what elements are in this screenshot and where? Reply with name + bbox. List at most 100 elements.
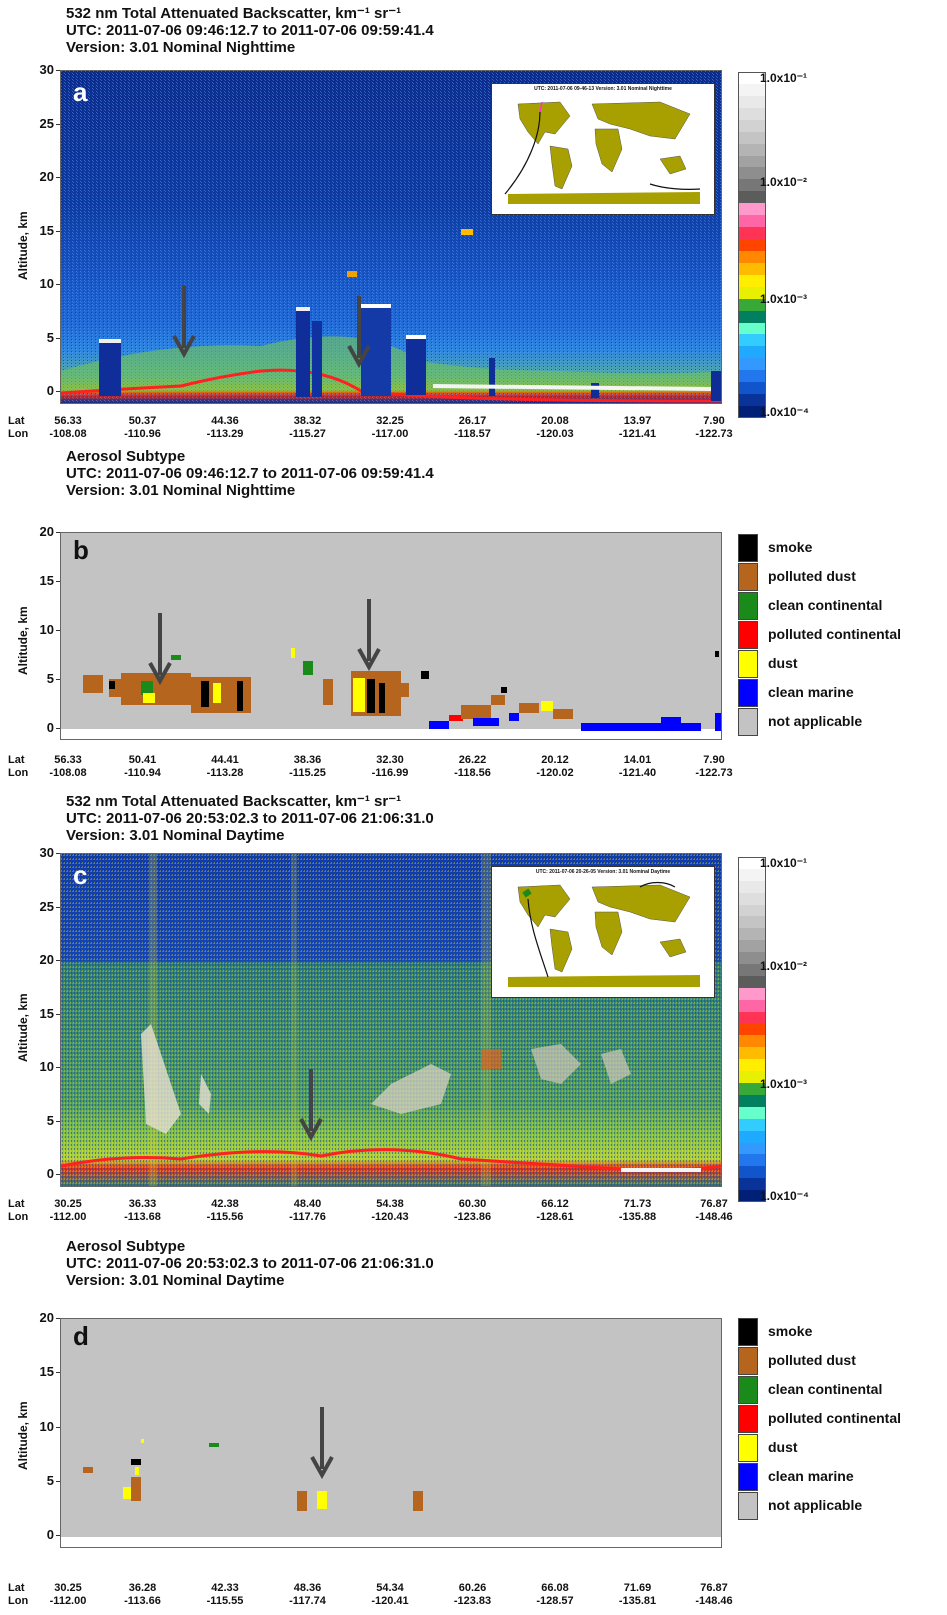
- colorbar-swatch: [738, 346, 766, 359]
- panel-d-lon-header: Lon: [8, 1595, 29, 1607]
- panel-b-ytick-mark: [56, 581, 60, 583]
- colorbar-swatch: [738, 1154, 766, 1167]
- panel-d-ytick-mark: [56, 1480, 60, 1482]
- panel-c-lon-label: -115.56: [206, 1211, 244, 1223]
- legend-swatch-polluted-dust: [738, 563, 758, 591]
- panel-b-lon-label: -121.40: [618, 767, 657, 779]
- panel-b-arrow-1: [148, 613, 172, 685]
- colorbar-swatch: [738, 262, 766, 276]
- panel-c-lon-label: -128.61: [536, 1211, 574, 1223]
- panel-a-lon-label: -120.03: [536, 428, 574, 440]
- panel-a-ytick: 10: [39, 276, 54, 292]
- panel-a-ytick-mark: [56, 337, 60, 339]
- panel-c-plot: c UTC: 2011-07-06 20-26-05 Version: 3.01…: [60, 853, 722, 1187]
- panel-d-title-line-2: UTC: 2011-07-06 20:53:02.3 to 2011-07-06…: [66, 1255, 434, 1272]
- panel-b-lat-label: 50.41: [128, 754, 157, 766]
- legend-swatch-clean-continental: [738, 592, 758, 620]
- panel-c-ytick: 15: [39, 1005, 54, 1021]
- panel-b-plot: b: [60, 532, 722, 740]
- panel-b-lon-label: -108.08: [49, 767, 87, 779]
- panel-c-title-line-3: Version: 3.01 Nominal Daytime: [66, 827, 285, 844]
- panel-c-inset-title: UTC: 2011-07-06 20-26-05 Version: 3.01 N…: [535, 869, 671, 875]
- panel-a-lat-label: 50.37: [128, 415, 157, 427]
- panel-d-lon-label: -120.41: [371, 1595, 409, 1607]
- panel-c-title-line-2: UTC: 2011-07-06 20:53:02.3 to 2011-07-06…: [66, 810, 434, 827]
- colorbar-swatch: [738, 952, 766, 965]
- panel-d-lon-label: -128.57: [536, 1595, 574, 1607]
- colorbar-swatch: [738, 928, 766, 941]
- panel-a-lon-label: -118.57: [454, 428, 491, 440]
- panel-b-lon-label: -120.02: [536, 767, 574, 779]
- panel-a-ytick-mark: [56, 123, 60, 125]
- panel-d-title: Aerosol Subtype UTC: 2011-07-06 20:53:02…: [66, 1238, 434, 1289]
- panel-b-ytick-mark: [56, 532, 60, 533]
- panel-a-ytick: 5: [46, 329, 54, 345]
- legend-swatch-dust: [738, 1434, 758, 1462]
- panel-b-title-line-3: Version: 3.01 Nominal Nighttime: [66, 482, 296, 499]
- panel-b-lon-header: Lon: [8, 767, 29, 779]
- legend-swatch-dust: [738, 650, 758, 678]
- panel-a-world-map: [500, 94, 706, 206]
- colorbar-label: 1.0x10⁻¹: [760, 855, 808, 870]
- panel-d-lon-label: -123.83: [453, 1595, 492, 1607]
- panel-b-ytick-mark: [56, 630, 60, 632]
- colorbar-swatch: [738, 95, 766, 109]
- colorbar-swatch: [738, 179, 766, 192]
- panel-a-lat-label: 20.08: [541, 415, 569, 427]
- panel-a-arrow-1: [172, 286, 196, 358]
- panel-c-lon-label: -117.76: [289, 1211, 326, 1223]
- panel-d-lat-label: 48.36: [293, 1582, 322, 1594]
- panel-c-lon-label: -135.88: [618, 1211, 657, 1223]
- panel-a-arrow-2: [347, 296, 371, 368]
- colorbar-label: 1.0x10⁻³: [760, 1076, 808, 1091]
- panel-d-ylabel: Altitude, km: [16, 1401, 30, 1470]
- panel-c-ytick-mark: [56, 1013, 60, 1015]
- colorbar-swatch: [738, 1166, 766, 1179]
- colorbar-swatch: [738, 310, 766, 324]
- legend-label-clean-continental: clean continental: [768, 1381, 883, 1397]
- panel-b-lon-label: -118.56: [454, 767, 491, 779]
- panel-c-title-line-1: 532 nm Total Attenuated Backscatter, km⁻…: [66, 793, 402, 810]
- legend-label-not-applicable: not applicable: [768, 713, 863, 729]
- colorbar-swatch: [738, 155, 766, 168]
- panel-b-title-line-2: UTC: 2011-07-06 09:46:12.7 to 2011-07-06…: [66, 465, 434, 482]
- panel-c-world-map: [500, 877, 706, 989]
- colorbar-swatch: [738, 358, 766, 371]
- panel-a-lat-label: 38.32: [293, 415, 322, 427]
- colorbar-swatch: [738, 1094, 766, 1108]
- panel-c-arrow: [299, 1069, 323, 1141]
- panel-b-title: Aerosol Subtype UTC: 2011-07-06 09:46:12…: [66, 448, 434, 499]
- legend-swatch-polluted-continental: [738, 621, 758, 649]
- panel-d-ytick: 20: [39, 1310, 54, 1325]
- panel-a-ytick: 30: [39, 62, 54, 77]
- panel-c-ytick: 30: [39, 845, 54, 860]
- panel-b-lat-label: 56.33: [54, 754, 82, 766]
- legend-swatch-smoke: [738, 1318, 758, 1346]
- colorbar-swatch: [738, 857, 766, 870]
- panel-c-lon-label: -112.00: [49, 1211, 87, 1223]
- panel-b-letter: b: [73, 535, 89, 565]
- panel-d-lat-label: 54.34: [376, 1582, 404, 1594]
- panel-b-ytick-mark: [56, 679, 60, 681]
- panel-c-ytick: 25: [39, 898, 54, 914]
- colorbar-swatch: [738, 1130, 766, 1143]
- colorbar-label: 1.0x10⁻³: [760, 292, 808, 307]
- panel-a-lon-label: -110.96: [124, 428, 161, 440]
- panel-c-lat-header: Lat: [8, 1198, 25, 1210]
- panel-d-lat-label: 60.26: [458, 1582, 487, 1594]
- panel-d-lon-label: -112.00: [49, 1595, 87, 1607]
- panel-a-title-line-2: UTC: 2011-07-06 09:46:12.7 to 2011-07-06…: [66, 22, 434, 39]
- colorbar-swatch: [738, 227, 766, 240]
- panel-d-arrow: [310, 1407, 334, 1479]
- colorbar-swatch: [738, 1178, 766, 1191]
- panel-b-lat-label: 44.41: [211, 754, 239, 766]
- legend-label-smoke: smoke: [768, 539, 813, 555]
- panel-c-lat-label: 76.87: [700, 1198, 728, 1210]
- panel-b-ytick: 20: [39, 524, 54, 539]
- panel-d-plot: d: [60, 1318, 722, 1548]
- panel-c-ylabel: Altitude, km: [16, 993, 30, 1062]
- panel-c-lat-label: 54.38: [376, 1198, 404, 1210]
- panel-c-lon-label: -123.86: [453, 1211, 492, 1223]
- colorbar-swatch: [738, 987, 766, 1001]
- colorbar-swatch: [738, 1071, 766, 1084]
